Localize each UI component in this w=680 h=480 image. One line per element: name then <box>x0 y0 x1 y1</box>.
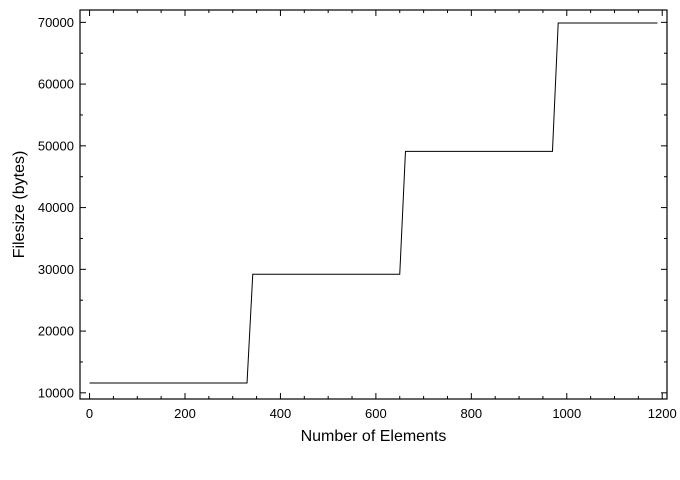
y-tick-label: 10000 <box>38 385 74 400</box>
x-tick-label: 400 <box>270 406 292 421</box>
y-tick-label: 20000 <box>38 324 74 339</box>
y-axis: 10000 20000 30000 40000 50000 60000 70000 <box>38 15 667 400</box>
y-tick-label: 40000 <box>38 200 74 215</box>
x-tick-label: 600 <box>365 406 387 421</box>
x-tick-label: 1000 <box>552 406 581 421</box>
x-axis-title: Number of Elements <box>301 428 447 445</box>
y-tick-label: 60000 <box>38 77 74 92</box>
x-tick-label: 1200 <box>648 406 677 421</box>
x-tick-label: 200 <box>174 406 196 421</box>
y-tick-label: 50000 <box>38 138 74 153</box>
x-tick-label: 0 <box>86 406 93 421</box>
x-axis: 0 200 400 600 800 1000 1200 <box>86 10 677 421</box>
y-tick-label: 70000 <box>38 15 74 30</box>
plot-frame <box>79 9 668 400</box>
series-layer <box>89 22 658 384</box>
y-axis-title: Filesize (bytes) <box>11 151 28 259</box>
y-tick-label: 30000 <box>38 262 74 277</box>
x-tick-label: 800 <box>460 406 482 421</box>
filesize-series-line <box>89 22 658 384</box>
